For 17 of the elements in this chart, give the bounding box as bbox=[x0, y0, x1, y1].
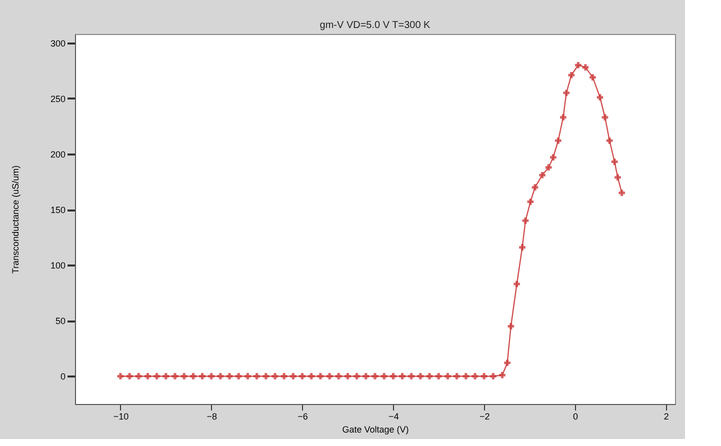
y-tick-label: 250 bbox=[50, 94, 66, 104]
x-tick-label: 2 bbox=[664, 412, 669, 422]
y-tick-label: 50 bbox=[55, 316, 66, 326]
x-tick-label: −6 bbox=[298, 412, 308, 422]
y-tick-label: 100 bbox=[50, 260, 66, 271]
y-tick-label: 300 bbox=[50, 38, 66, 48]
x-tick-label: −10 bbox=[113, 412, 129, 422]
x-axis-title: Gate Voltage (V) bbox=[342, 424, 409, 434]
y-tick-label: 0 bbox=[60, 372, 66, 382]
y-axis-title: Transconductance (uS/um) bbox=[10, 165, 20, 274]
x-tick-label: −8 bbox=[206, 412, 217, 422]
y-tick-label: 150 bbox=[50, 205, 66, 216]
x-tick-label: −4 bbox=[388, 412, 399, 422]
x-tick-label: 0 bbox=[572, 412, 578, 422]
chart-subtitle: gm-V VD=5.0 V T=300 K bbox=[320, 20, 431, 31]
x-tick-label: −2 bbox=[479, 412, 490, 422]
y-tick-label: 200 bbox=[50, 150, 66, 160]
